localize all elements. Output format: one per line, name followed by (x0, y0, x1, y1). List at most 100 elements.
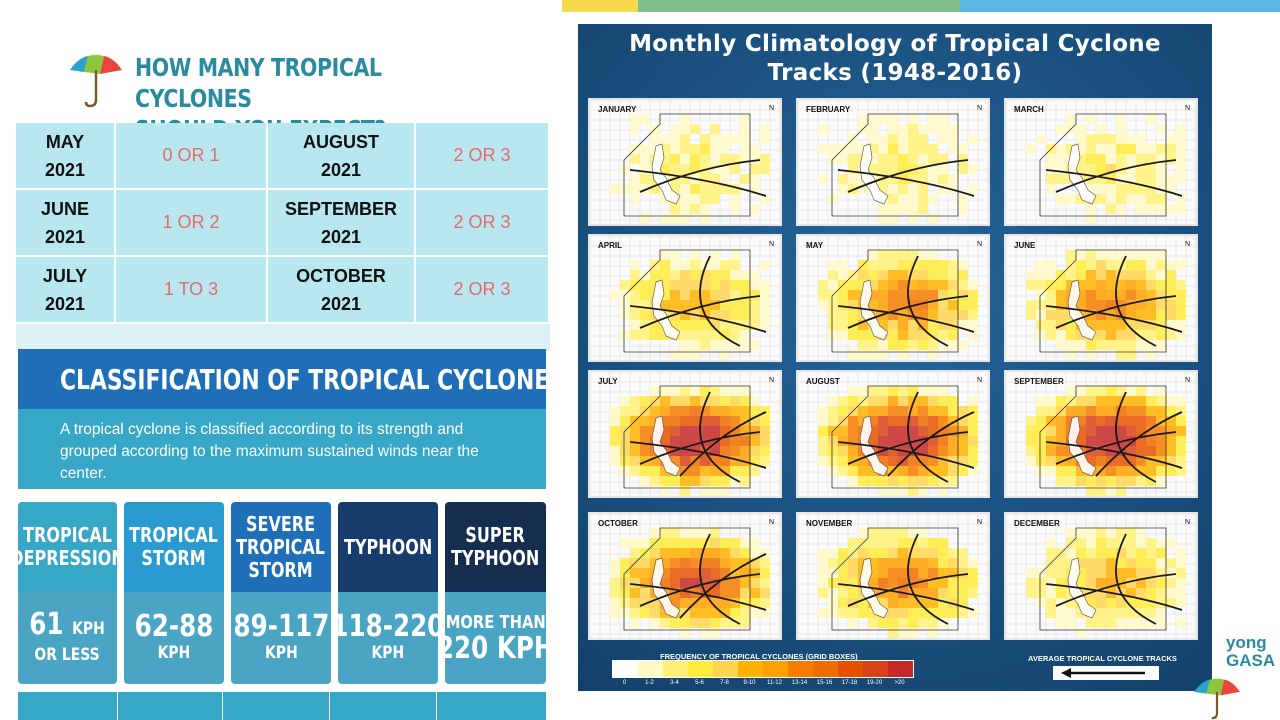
month-panel-july: JULY N (588, 370, 782, 498)
north-arrow-icon: N (1184, 105, 1190, 112)
north-arrow-icon: N (1184, 377, 1190, 384)
bottom-cell (437, 692, 546, 720)
north-arrow-icon: N (768, 241, 774, 248)
top-strip-green (638, 0, 960, 12)
month-panel-november: NOVEMBER N (796, 512, 990, 640)
count-cell: 2 OR 3 (416, 123, 550, 190)
month-label: FEBRUARY (806, 105, 851, 114)
legend-swatch (838, 661, 863, 677)
month-cell: OCTOBER 2021 (268, 257, 416, 324)
north-arrow-icon: N (768, 105, 774, 112)
month-cell: SEPTEMBER 2021 (268, 190, 416, 257)
legend-swatch (663, 661, 688, 677)
classification-description-box: A tropical cyclone is classified accordi… (18, 409, 546, 489)
category-card-tropical-storm: TROPICAL STORM 62-88 KPH (124, 502, 224, 684)
top-strip-blue (960, 0, 1280, 12)
classification-title: CLASSIFICATION OF TROPICAL CYCLONES (60, 363, 565, 396)
north-arrow-icon: N (1184, 241, 1190, 248)
legend-swatch (738, 661, 763, 677)
legend-label: 3-4 (670, 680, 679, 686)
legend-swatch (713, 661, 738, 677)
month-label: AUGUST (806, 377, 840, 386)
month-panel-december: DECEMBER N (1004, 512, 1198, 640)
month-label: SEPTEMBER (1014, 377, 1064, 386)
table-row: JULY 2021 1 TO 3 OCTOBER 2021 2 OR 3 (16, 257, 550, 324)
legend-label: >20 (894, 680, 905, 686)
classification-description: A tropical cyclone is classified accordi… (60, 421, 479, 482)
month-panel-june: JUNE N (1004, 234, 1198, 362)
legend-swatch (638, 661, 663, 677)
title-line-1: HOW MANY TROPICAL CYCLONES (135, 53, 382, 113)
month-panel-february: FEBRUARY N (796, 98, 990, 226)
month-panel-october: OCTOBER N (588, 512, 782, 640)
classification-header: CLASSIFICATION OF TROPICAL CYCLONES (18, 349, 565, 409)
north-arrow-icon: N (1184, 519, 1190, 526)
bottom-cell (18, 692, 117, 720)
table-row: MAY 2021 0 OR 1 AUGUST 2021 2 OR 3 (16, 123, 550, 190)
bottom-cell (330, 692, 436, 720)
legend-label: 11-12 (767, 680, 782, 686)
count-cell: 1 OR 2 (116, 190, 268, 257)
month-label: JUNE (1014, 241, 1036, 250)
north-arrow-icon: N (976, 241, 982, 248)
legend-label: 5-6 (695, 680, 704, 686)
month-cell: MAY 2021 (16, 123, 116, 190)
average-tracks-label: AVERAGE TROPICAL CYCLONE TRACKS (1028, 654, 1177, 663)
legend-swatch (813, 661, 838, 677)
count-cell: 0 OR 1 (116, 123, 268, 190)
legend-swatch (788, 661, 813, 677)
climatology-title: Monthly Climatology of Tropical Cyclone … (629, 31, 1161, 86)
month-label: JANUARY (598, 105, 637, 114)
north-arrow-icon: N (768, 377, 774, 384)
month-panel-january: JANUARY N (588, 98, 782, 226)
legend-swatch (613, 661, 638, 677)
climatology-figure: Monthly Climatology of Tropical Cyclone … (578, 24, 1212, 691)
category-card-typhoon: TYPHOON 118-220KPH (338, 502, 438, 684)
north-arrow-icon: N (976, 377, 982, 384)
legend-swatch (863, 661, 888, 677)
month-panel-may: MAY N (796, 234, 990, 362)
forecast-table: MAY 2021 0 OR 1 AUGUST 2021 2 OR 3 JUNE 202… (16, 123, 550, 351)
legend-label: 17-18 (841, 680, 858, 686)
legend-swatch (688, 661, 713, 677)
legend-label: 7-8 (720, 680, 729, 686)
month-label: DECEMBER (1014, 519, 1060, 528)
average-tracks-legend (1053, 666, 1159, 680)
umbrella-logo-icon (70, 55, 122, 108)
month-label: JULY (598, 377, 618, 386)
top-strip-yellow (562, 0, 638, 12)
north-arrow-icon: N (768, 519, 774, 526)
month-panel-august: AUGUST N (796, 370, 990, 498)
table-row: JUNE 2021 1 OR 2 SEPTEMBER 2021 2 OR 3 (16, 190, 550, 257)
month-label: APRIL (598, 241, 622, 250)
count-cell: 2 OR 3 (416, 257, 550, 324)
legend-swatch (763, 661, 788, 677)
umbrella-logo-icon (1194, 678, 1240, 720)
month-panel-march: MARCH N (1004, 98, 1198, 226)
frequency-legend (612, 660, 914, 678)
legend-label: 9-10 (743, 680, 756, 686)
month-label: NOVEMBER (806, 519, 853, 528)
legend-label: 15-16 (816, 680, 833, 686)
month-panel-april: APRIL N (588, 234, 782, 362)
legend-label: 0 (622, 680, 627, 686)
month-cell: JUNE 2021 (16, 190, 116, 257)
month-panel-september: SEPTEMBER N (1004, 370, 1198, 498)
north-arrow-icon: N (976, 519, 982, 526)
count-cell: 2 OR 3 (416, 190, 550, 257)
legend-label: 13-14 (791, 680, 808, 686)
month-label: MARCH (1014, 105, 1044, 114)
month-cell: JULY 2021 (16, 257, 116, 324)
month-label: MAY (806, 241, 824, 250)
month-cell: AUGUST 2021 (268, 123, 416, 190)
brand-text: yong GASA (1226, 633, 1276, 670)
legend-label: 19-20 (866, 680, 883, 686)
bottom-cell (118, 692, 222, 720)
legend-title: FREQUENCY OF TROPICAL CYCLONES (GRID BOX… (660, 652, 858, 661)
month-label: OCTOBER (598, 519, 638, 528)
bottom-cell (223, 692, 329, 720)
left-arrow-icon (1061, 668, 1145, 678)
